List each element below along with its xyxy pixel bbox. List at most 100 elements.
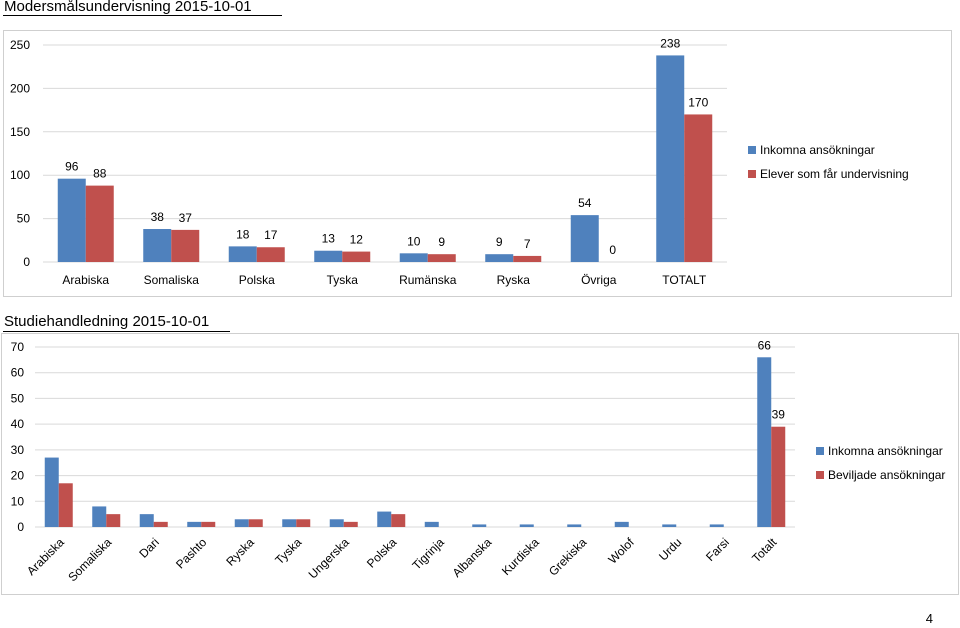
chart2-bar xyxy=(296,519,311,527)
chart2-bar xyxy=(329,519,344,527)
chart2-bar xyxy=(424,521,439,527)
chart1-bar xyxy=(485,254,514,262)
chart2-bar xyxy=(282,519,297,527)
chart2-ytick-label: 50 xyxy=(11,391,25,405)
chart1-data-label: 96 xyxy=(65,160,79,174)
chart1-bar xyxy=(656,55,685,262)
chart1-category-label: TOTALT xyxy=(662,273,707,287)
page-number: 4 xyxy=(925,611,933,626)
chart2-bar xyxy=(709,524,724,527)
chart2-category-label: Pashto xyxy=(173,535,210,572)
chart1-data-label: 10 xyxy=(407,234,421,248)
chart1-bar xyxy=(684,114,713,262)
chart2-bar xyxy=(201,521,216,527)
chart1-data-label: 9 xyxy=(496,235,503,249)
chart1-category-label: Tyska xyxy=(327,273,359,287)
chart1-legend-swatch xyxy=(748,146,756,154)
chart2-bar xyxy=(92,506,107,527)
chart1-heading: Modersmålsundervisning 2015-10-01 xyxy=(4,0,252,15)
chart2-heading: Studiehandledning 2015-10-01 xyxy=(4,313,210,330)
chart2-category-label: Polska xyxy=(364,535,400,571)
chart2-ytick-label: 20 xyxy=(11,469,25,483)
chart2-bar xyxy=(106,514,121,527)
chart1-legend-label: Elever som får undervisning xyxy=(760,167,909,181)
chart2-category-label: Grekiska xyxy=(546,535,590,579)
chart1-bar xyxy=(57,178,86,262)
chart1-category-label: Ryska xyxy=(497,273,531,287)
chart2-data-label: 39 xyxy=(772,408,786,422)
chart1-category-label: Rumänska xyxy=(399,273,457,287)
chart2-bar xyxy=(139,514,154,527)
chart2-category-label: Urdu xyxy=(656,535,684,563)
chart1-data-label: 170 xyxy=(688,95,708,109)
chart1-category-label: Arabiska xyxy=(62,273,109,287)
chart2-bar xyxy=(771,426,786,527)
chart1-data-label: 17 xyxy=(264,228,278,242)
chart1-bar xyxy=(399,253,428,262)
chart1-data-label: 7 xyxy=(524,237,531,251)
chart2-category-label: Tigrinja xyxy=(409,535,447,573)
chart2-category-label: Somaliska xyxy=(65,535,114,584)
chart1-category-label: Polska xyxy=(239,273,275,287)
chart2-category-label: Albanska xyxy=(450,535,495,580)
chart2-frame xyxy=(1,333,959,595)
chart1-legend-swatch xyxy=(748,170,756,178)
chart2-bar xyxy=(567,524,582,527)
chart2-category-label: Ungerska xyxy=(306,535,352,581)
chart2-category-label: Farsi xyxy=(703,535,732,564)
chart1-data-label: 12 xyxy=(350,233,364,247)
chart2-ytick-label: 0 xyxy=(17,520,24,534)
chart2-bar xyxy=(187,521,202,527)
chart2-bar xyxy=(391,514,406,527)
chart2-bar xyxy=(44,457,59,527)
chart2-legend-label: Beviljade ansökningar xyxy=(828,468,945,482)
chart2-category-label: Tyska xyxy=(272,535,304,567)
chart1-bar xyxy=(427,254,456,262)
chart2-bar xyxy=(343,521,358,527)
chart1-bar xyxy=(314,250,343,262)
chart2-bar xyxy=(377,511,392,527)
chart1-data-label: 0 xyxy=(609,243,616,257)
chart1-bar xyxy=(85,185,114,262)
chart2-ytick-label: 30 xyxy=(11,443,25,457)
chart2-category-label: Totalt xyxy=(749,535,780,566)
chart1-bar xyxy=(228,246,257,262)
chart1-bar xyxy=(256,247,285,262)
chart2-bar xyxy=(248,519,263,527)
chart2-data-label: 66 xyxy=(758,338,772,352)
chart1-data-label: 9 xyxy=(438,235,445,249)
chart1-category-label: Övriga xyxy=(581,273,617,287)
chart1-ytick-label: 0 xyxy=(23,255,30,269)
chart1-data-label: 13 xyxy=(322,232,336,246)
chart1-data-label: 54 xyxy=(578,196,592,210)
chart2-category-label: Arabiska xyxy=(24,535,67,578)
chart2-bar xyxy=(234,519,249,527)
chart2-bar xyxy=(662,524,677,527)
chart2-bar xyxy=(153,521,168,527)
chart2-ytick-label: 40 xyxy=(11,417,25,431)
chart2-ytick-label: 70 xyxy=(11,340,25,354)
chart2-category-label: Kurdiska xyxy=(499,535,542,578)
chart1-category-label: Somaliska xyxy=(144,273,200,287)
chart2-category-label: Ryska xyxy=(223,535,257,569)
chart2-category-label: Wolof xyxy=(605,535,637,567)
chart2-legend-label: Inkomna ansökningar xyxy=(828,444,943,458)
chart1-data-label: 37 xyxy=(179,211,193,225)
chart1-data-label: 238 xyxy=(660,36,680,50)
chart1-data-label: 18 xyxy=(236,227,250,241)
chart2-bar xyxy=(757,357,772,527)
chart2-ytick-label: 60 xyxy=(11,366,25,380)
chart2-ytick-label: 10 xyxy=(11,494,25,508)
chart1-ytick-label: 50 xyxy=(17,212,31,226)
chart1-ytick-label: 100 xyxy=(10,168,30,182)
chart1-legend-label: Inkomna ansökningar xyxy=(760,143,875,157)
chart2-legend-swatch xyxy=(816,471,824,479)
chart2-bar xyxy=(58,483,73,527)
chart2-bar xyxy=(519,524,534,527)
chart1-bar xyxy=(171,229,200,262)
chart1-bar xyxy=(342,251,371,262)
chart2-legend-swatch xyxy=(816,447,824,455)
chart1-ytick-label: 150 xyxy=(10,125,30,139)
chart1-ytick-label: 200 xyxy=(10,81,30,95)
